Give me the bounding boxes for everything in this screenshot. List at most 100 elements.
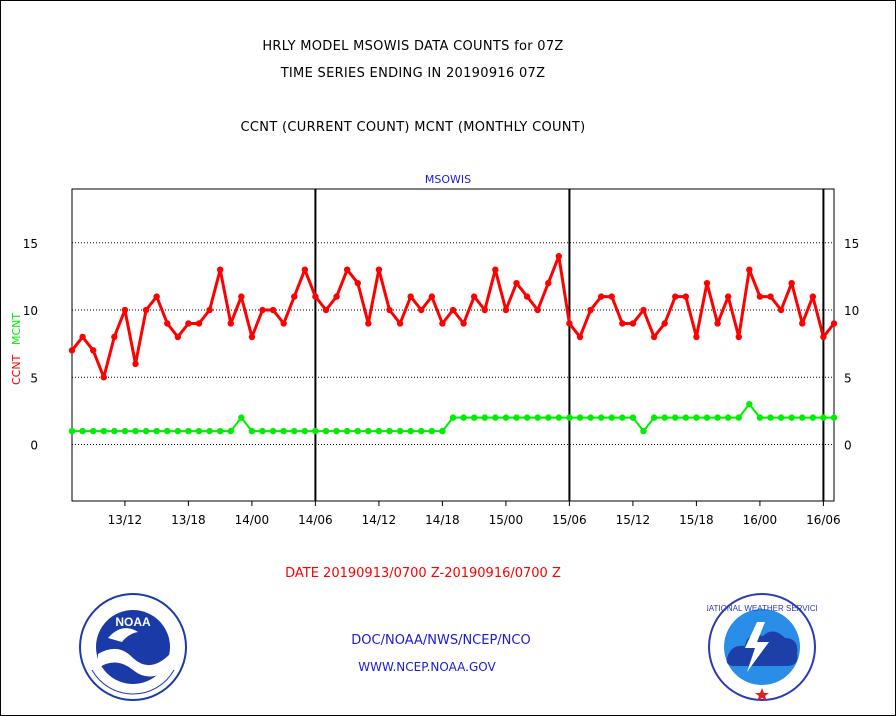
y-tick-label-right: 10 — [844, 304, 859, 318]
y-axis-label-ccnt: CCNT — [10, 354, 23, 385]
series-point-ccnt — [587, 306, 594, 314]
series-point-mcnt — [449, 414, 457, 421]
series-point-mcnt — [291, 427, 298, 435]
series-point-ccnt — [269, 306, 277, 314]
series-point-mcnt — [799, 414, 806, 421]
series-point-mcnt — [735, 414, 742, 421]
series-point-ccnt — [735, 333, 742, 341]
series-point-mcnt — [788, 414, 795, 421]
series-point-mcnt — [238, 414, 245, 421]
series-point-mcnt — [142, 427, 150, 435]
y-axis-label-mcnt: MCNT — [10, 313, 23, 345]
series-point-mcnt — [682, 414, 690, 421]
series-point-ccnt — [767, 293, 774, 300]
series-point-ccnt — [566, 320, 573, 327]
x-tick-label: 14/06 — [298, 513, 333, 527]
series-point-mcnt — [386, 427, 393, 435]
series-point-ccnt — [693, 333, 700, 341]
x-tick-label: 16/00 — [743, 513, 778, 527]
series-point-mcnt — [534, 414, 541, 421]
series-point-mcnt — [164, 427, 171, 435]
series-point-ccnt — [555, 253, 563, 260]
series-point-ccnt — [799, 320, 806, 327]
x-tick-label: 14/18 — [425, 513, 460, 527]
x-tick-label: 16/06 — [806, 513, 841, 527]
series-point-ccnt — [672, 293, 679, 300]
series-point-mcnt — [502, 414, 510, 421]
series-point-ccnt — [597, 293, 605, 300]
x-tick-label: 15/06 — [552, 513, 587, 527]
series-point-mcnt — [343, 427, 351, 435]
x-tick-label: 15/18 — [679, 513, 714, 527]
series-point-mcnt — [460, 414, 467, 421]
series-point-ccnt — [386, 306, 393, 314]
series-point-mcnt — [407, 427, 414, 435]
series-point-ccnt — [79, 333, 86, 341]
series-point-mcnt — [216, 427, 224, 435]
series-point-ccnt — [460, 320, 467, 327]
series-point-mcnt — [206, 427, 213, 435]
series-point-mcnt — [121, 427, 129, 435]
series-point-mcnt — [576, 414, 584, 421]
series-point-ccnt — [142, 306, 150, 314]
y-tick-label-left: 0 — [30, 439, 38, 453]
series-point-mcnt — [301, 427, 309, 435]
series-point-ccnt — [89, 347, 97, 354]
series-point-ccnt — [238, 293, 245, 300]
website-link[interactable]: WWW.NCEP.NOAA.GOV — [358, 660, 496, 674]
series-point-mcnt — [661, 414, 668, 421]
series-point-ccnt — [68, 347, 76, 354]
series-point-ccnt — [534, 306, 541, 314]
series-point-mcnt — [333, 427, 340, 435]
series-point-mcnt — [439, 427, 446, 435]
series-point-mcnt — [672, 414, 679, 421]
series-point-mcnt — [597, 414, 605, 421]
series-point-mcnt — [227, 427, 234, 435]
date-range-label: DATE 20190913/0700 Z-20190916/0700 Z — [285, 566, 561, 581]
series-point-mcnt — [693, 414, 700, 421]
series-point-mcnt — [703, 414, 711, 421]
series-point-mcnt — [555, 414, 563, 421]
series-point-ccnt — [291, 293, 298, 300]
series-point-ccnt — [100, 374, 107, 381]
y-tick-label-left: 15 — [23, 237, 38, 251]
series-point-ccnt — [396, 320, 404, 327]
series-point-ccnt — [248, 333, 256, 341]
x-tick-label: 14/12 — [362, 513, 397, 527]
nws-logo-text: NATIONAL WEATHER SERVICE — [707, 604, 817, 613]
series-point-ccnt — [502, 306, 510, 314]
series-point-ccnt — [280, 320, 287, 327]
series-point-ccnt — [576, 333, 584, 341]
series-point-ccnt — [661, 320, 668, 327]
x-tick-label: 13/18 — [171, 513, 206, 527]
y-tick-label-right: 15 — [844, 237, 859, 251]
series-point-ccnt — [227, 320, 234, 327]
series-point-mcnt — [100, 427, 107, 435]
series-point-mcnt — [470, 414, 478, 421]
series-point-mcnt — [365, 427, 372, 435]
plot-title: MSOWIS — [425, 173, 471, 186]
series-point-ccnt — [354, 279, 361, 287]
series-point-mcnt — [629, 414, 637, 421]
series-point-mcnt — [354, 427, 361, 435]
series-point-ccnt — [439, 320, 446, 327]
noaa-logo-text: NOAA — [115, 615, 151, 629]
series-point-ccnt — [259, 306, 266, 314]
series-point-ccnt — [724, 293, 732, 300]
series-point-ccnt — [333, 293, 340, 300]
series-point-ccnt — [714, 320, 721, 327]
series-point-ccnt — [820, 333, 827, 341]
series-point-ccnt — [407, 293, 414, 300]
series-point-mcnt — [777, 414, 785, 421]
series-point-ccnt — [164, 320, 171, 327]
series-point-ccnt — [640, 306, 647, 314]
series-point-mcnt — [418, 427, 425, 435]
series-point-ccnt — [428, 293, 436, 300]
series-point-mcnt — [153, 427, 160, 435]
series-point-ccnt — [470, 293, 478, 300]
series-point-ccnt — [608, 293, 615, 300]
series-point-mcnt — [312, 427, 319, 435]
noaa-logo: NOAA — [79, 593, 187, 701]
series-point-ccnt — [343, 266, 351, 273]
series-point-mcnt — [280, 427, 287, 435]
